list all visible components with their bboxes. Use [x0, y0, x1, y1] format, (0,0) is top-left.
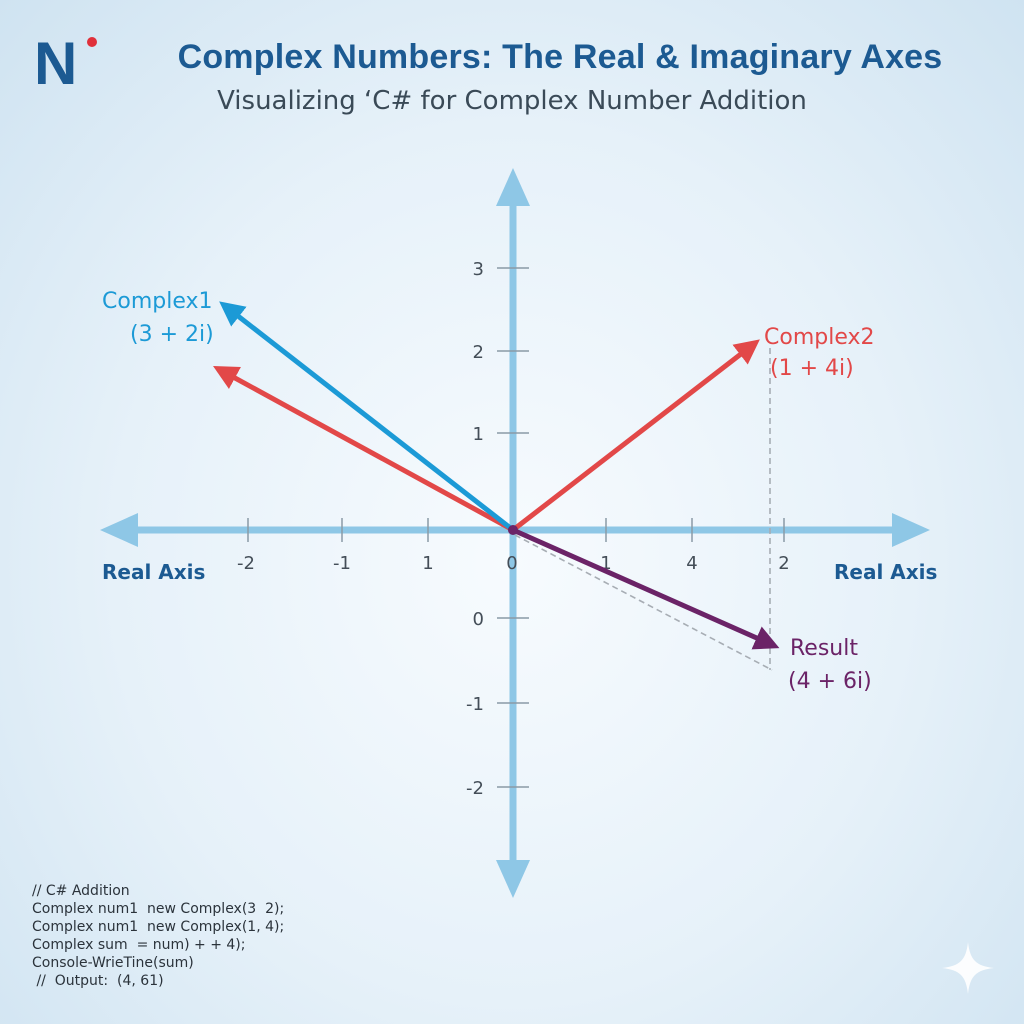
origin-point	[508, 525, 518, 535]
result-name-label: Result	[790, 636, 858, 661]
code-line: Complex sum = num) + + 4);	[32, 937, 246, 953]
complex2-value-label: (1 + 4i)	[770, 356, 854, 381]
imaginary-axis-top-arrowhead	[496, 168, 530, 206]
y-tick-labels: 3 2 1 0 -1 -2	[466, 259, 484, 799]
code-line: Console-WrieTine(sum)	[32, 955, 194, 971]
x-tick-labels: -2 -1 1 0 1 4 2	[237, 553, 790, 574]
result-value-label: (4 + 6i)	[788, 669, 872, 694]
y-tick-label: 1	[473, 424, 484, 445]
x-tick-label: 2	[778, 553, 789, 574]
sparkle-icon	[942, 942, 994, 994]
complex1-vector	[219, 301, 515, 532]
parallelogram-guides	[514, 348, 773, 671]
x-tick-label: 1	[600, 553, 611, 574]
code-line: // Output: (4, 61)	[32, 973, 164, 989]
x-tick-label: 4	[686, 553, 697, 574]
real-axis-label-left: Real Axis	[102, 560, 205, 584]
complex1-shadow-vector	[213, 366, 515, 533]
complex1-value-label: (3 + 2i)	[130, 322, 214, 347]
x-tick-label: 0	[506, 553, 517, 574]
y-tick-label: -2	[466, 778, 484, 799]
result-vector	[511, 527, 780, 650]
x-tick-label: -2	[237, 553, 255, 574]
real-axis-right-arrowhead	[892, 513, 930, 547]
complex2-name-label: Complex2	[764, 325, 875, 350]
code-line: Complex num1 new Complex(3 2);	[32, 901, 285, 917]
page-title: Complex Numbers: The Real & Imaginary Ax…	[177, 38, 943, 76]
x-tick-label: 1	[422, 553, 433, 574]
y-tick-label: 0	[473, 609, 484, 630]
logo-accent-dot	[87, 37, 97, 47]
page-subtitle: Visualizing ‘C# for Complex Number Addit…	[217, 86, 807, 116]
code-line: // C# Addition	[32, 883, 130, 899]
code-snippet: // C# Addition Complex num1 new Complex(…	[32, 882, 284, 990]
y-tick-label: 2	[473, 342, 484, 363]
brand-logo: N	[34, 30, 97, 92]
complex2-vector	[511, 339, 760, 532]
code-line: Complex num1 new Complex(1, 4);	[32, 919, 285, 935]
imaginary-axis-bottom-arrowhead	[496, 860, 530, 898]
y-tick-label: -1	[466, 694, 484, 715]
complex1-name-label: Complex1	[102, 289, 213, 314]
real-axis-label-right: Real Axis	[834, 560, 937, 584]
real-axis-left-arrowhead	[100, 513, 138, 547]
y-tick-label: 3	[473, 259, 484, 280]
guide-diagonal	[514, 534, 773, 671]
x-tick-label: -1	[333, 553, 351, 574]
logo-letter: N	[34, 30, 77, 92]
